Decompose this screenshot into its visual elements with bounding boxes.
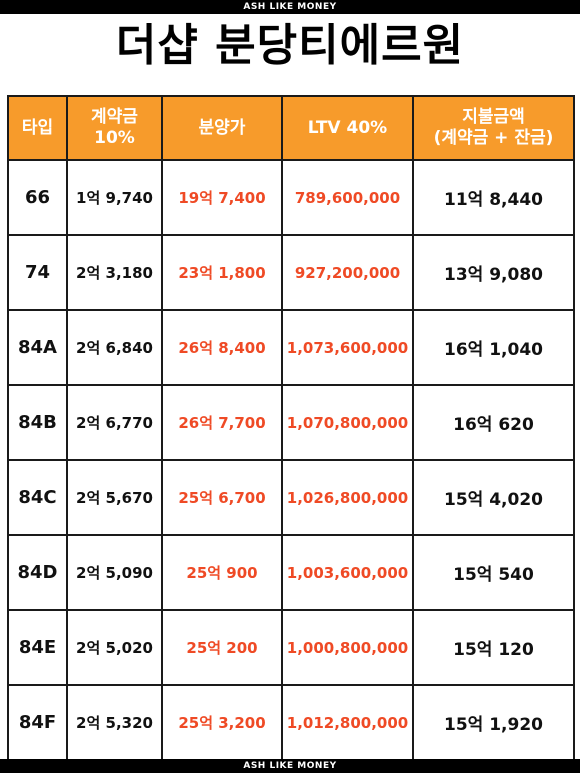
top-brand-bar: ASH LIKE MONEY (0, 0, 580, 14)
cell-type: 66 (7, 159, 68, 236)
cell-payment: 15억 120 (412, 609, 575, 686)
table-row: 84D 2억 5,090 25억 900 1,003,600,000 15억 5… (7, 534, 575, 611)
header-price: 분양가 (161, 95, 283, 161)
cell-deposit: 2억 6,840 (66, 309, 163, 386)
cell-ltv: 927,200,000 (281, 234, 414, 311)
cell-type: 84F (7, 684, 68, 761)
cell-ltv: 1,073,600,000 (281, 309, 414, 386)
cell-price: 26억 8,400 (161, 309, 283, 386)
cell-price: 25억 900 (161, 534, 283, 611)
price-table: 타입 계약금 10% 분양가 LTV 40% 지불금액 (계약금 + 잔금) 6… (7, 95, 575, 761)
cell-price: 26억 7,700 (161, 384, 283, 461)
cell-type: 84A (7, 309, 68, 386)
cell-ltv: 789,600,000 (281, 159, 414, 236)
cell-deposit: 2억 6,770 (66, 384, 163, 461)
cell-payment: 15억 4,020 (412, 459, 575, 536)
cell-type: 84E (7, 609, 68, 686)
cell-deposit: 2억 5,320 (66, 684, 163, 761)
cell-ltv: 1,070,800,000 (281, 384, 414, 461)
cell-deposit: 2억 5,090 (66, 534, 163, 611)
cell-price: 25억 6,700 (161, 459, 283, 536)
table-row: 84A 2억 6,840 26억 8,400 1,073,600,000 16억… (7, 309, 575, 386)
table-row: 84E 2억 5,020 25억 200 1,000,800,000 15억 1… (7, 609, 575, 686)
cell-ltv: 1,003,600,000 (281, 534, 414, 611)
table-header-row: 타입 계약금 10% 분양가 LTV 40% 지불금액 (계약금 + 잔금) (7, 95, 575, 161)
cell-type: 84B (7, 384, 68, 461)
cell-price: 25억 200 (161, 609, 283, 686)
cell-price: 25억 3,200 (161, 684, 283, 761)
cell-ltv: 1,012,800,000 (281, 684, 414, 761)
table-row: 84B 2억 6,770 26억 7,700 1,070,800,000 16억… (7, 384, 575, 461)
cell-payment: 15억 540 (412, 534, 575, 611)
cell-price: 19억 7,400 (161, 159, 283, 236)
header-deposit: 계약금 10% (66, 95, 163, 161)
cell-deposit: 1억 9,740 (66, 159, 163, 236)
header-type: 타입 (7, 95, 68, 161)
page-title: 더샵 분당티에르원 (115, 20, 465, 71)
cell-type: 84D (7, 534, 68, 611)
cell-payment: 11억 8,440 (412, 159, 575, 236)
table-row: 84F 2억 5,320 25억 3,200 1,012,800,000 15억… (7, 684, 575, 761)
cell-ltv: 1,026,800,000 (281, 459, 414, 536)
cell-payment: 15억 1,920 (412, 684, 575, 761)
cell-payment: 16억 1,040 (412, 309, 575, 386)
cell-deposit: 2억 3,180 (66, 234, 163, 311)
cell-payment: 13억 9,080 (412, 234, 575, 311)
cell-deposit: 2억 5,670 (66, 459, 163, 536)
table-row: 74 2억 3,180 23억 1,800 927,200,000 13억 9,… (7, 234, 575, 311)
cell-deposit: 2억 5,020 (66, 609, 163, 686)
cell-price: 23억 1,800 (161, 234, 283, 311)
table-row: 84C 2억 5,670 25억 6,700 1,026,800,000 15억… (7, 459, 575, 536)
bottom-brand-bar: ASH LIKE MONEY (0, 759, 580, 773)
cell-ltv: 1,000,800,000 (281, 609, 414, 686)
header-ltv: LTV 40% (281, 95, 414, 161)
cell-payment: 16억 620 (412, 384, 575, 461)
table-row: 66 1억 9,740 19억 7,400 789,600,000 11억 8,… (7, 159, 575, 236)
cell-type: 84C (7, 459, 68, 536)
cell-type: 74 (7, 234, 68, 311)
header-payment: 지불금액 (계약금 + 잔금) (412, 95, 575, 161)
